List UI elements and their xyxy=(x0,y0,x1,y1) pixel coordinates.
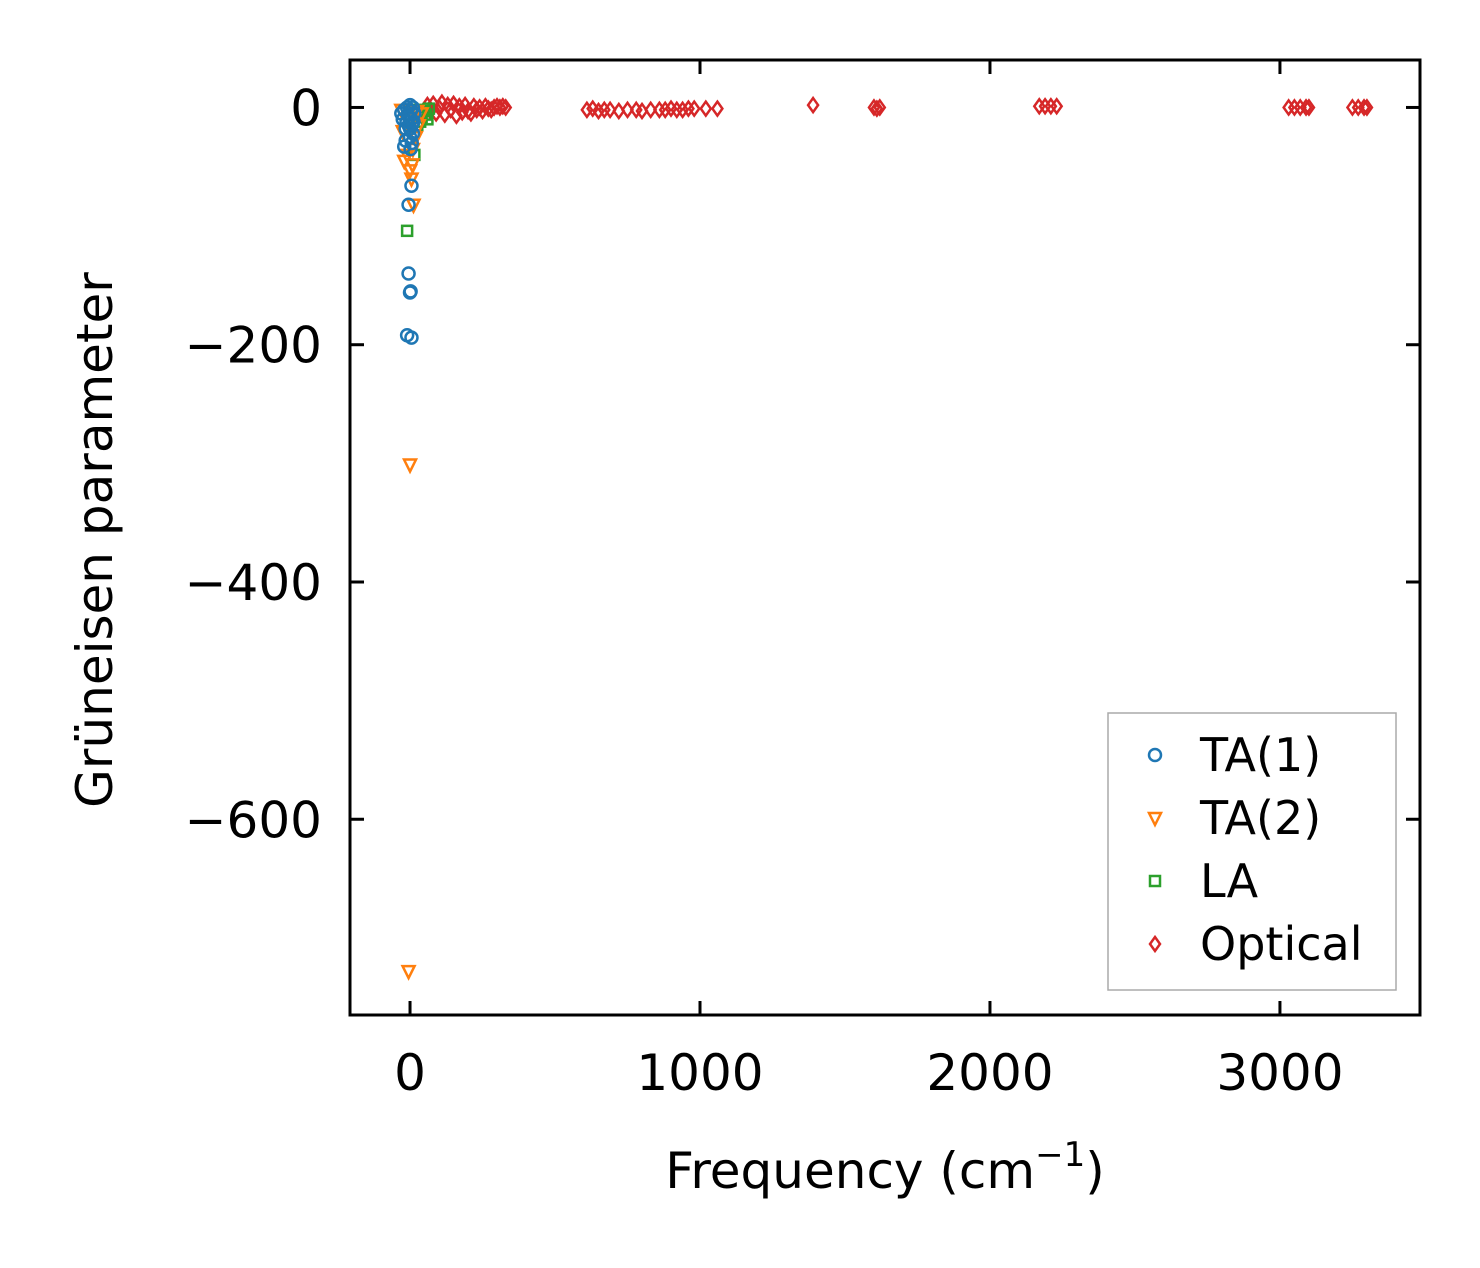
data-point-ta-1- xyxy=(403,284,418,299)
x-axis-label-sup: −1 xyxy=(1035,1135,1085,1175)
data-point-optical xyxy=(1360,98,1374,117)
data-point-optical xyxy=(676,100,690,119)
data-point-optical xyxy=(806,95,820,115)
data-point-ta-1- xyxy=(399,114,414,129)
data-point-optical xyxy=(591,101,606,121)
y-axis-label: Grüneisen parameter xyxy=(66,272,124,808)
data-point-optical xyxy=(603,100,617,119)
y-tick-label: −400 xyxy=(185,554,322,612)
data-point-ta-1- xyxy=(401,197,416,212)
data-point-optical xyxy=(1302,98,1316,117)
y-tick-label: −600 xyxy=(185,791,322,849)
axis-ticks: 0 1000 2000 3000 0 −200 −400 −600 xyxy=(185,60,1420,1102)
data-point-optical xyxy=(496,97,510,116)
legend-label: TA(2) xyxy=(1199,791,1321,845)
data-point-optical xyxy=(580,100,594,119)
legend-box xyxy=(1107,712,1397,991)
legend-marker-ta-2- xyxy=(1146,811,1164,828)
data-point-optical xyxy=(687,99,701,118)
data-point-optical xyxy=(873,98,887,117)
data-marks xyxy=(393,93,1374,981)
legend-label: LA xyxy=(1200,854,1259,908)
data-point-optical xyxy=(870,99,884,118)
data-point-optical xyxy=(710,99,724,118)
x-tick-label: 0 xyxy=(394,1044,426,1102)
data-point-optical xyxy=(1299,98,1313,117)
legend-label: Optical xyxy=(1200,917,1362,971)
x-tick-label: 1000 xyxy=(636,1044,763,1102)
x-tick-label: 2000 xyxy=(926,1044,1053,1102)
legend: TA(1) TA(2) LA Optical xyxy=(1107,712,1397,991)
data-point-ta-1- xyxy=(406,114,421,129)
data-point-optical xyxy=(658,100,672,119)
data-point-optical xyxy=(620,100,635,119)
data-point-ta-1- xyxy=(401,266,416,281)
data-point-optical xyxy=(1050,97,1064,116)
data-point-optical xyxy=(699,99,713,118)
legend-marker-ta-1- xyxy=(1147,747,1163,763)
legend-label: TA(1) xyxy=(1199,728,1321,782)
x-axis-label-main: Frequency (cm xyxy=(665,1142,1035,1200)
x-tick-label: 3000 xyxy=(1216,1044,1343,1102)
data-point-ta-2- xyxy=(400,964,417,981)
data-point-ta-2- xyxy=(413,107,430,124)
data-point-ta-2- xyxy=(402,458,419,475)
legend-marker-la xyxy=(1148,874,1162,888)
data-point-ta-1- xyxy=(404,330,419,345)
data-point-ta-1- xyxy=(404,178,419,194)
y-tick-label: 0 xyxy=(290,79,322,137)
legend-marker-optical xyxy=(1148,934,1162,954)
x-axis-label-suffix: ) xyxy=(1085,1142,1105,1200)
data-point-ta-2- xyxy=(404,158,421,175)
data-point-optical xyxy=(499,98,513,117)
data-point-ta-1- xyxy=(404,135,420,151)
data-point-optical xyxy=(1357,98,1371,117)
x-axis-label: Frequency (cm−1) xyxy=(665,1135,1105,1200)
data-point-optical xyxy=(644,100,658,119)
plot-frame xyxy=(348,58,1422,1017)
y-tick-label: −200 xyxy=(185,317,322,375)
data-point-ta-1- xyxy=(403,141,418,157)
data-point-la xyxy=(400,224,414,238)
